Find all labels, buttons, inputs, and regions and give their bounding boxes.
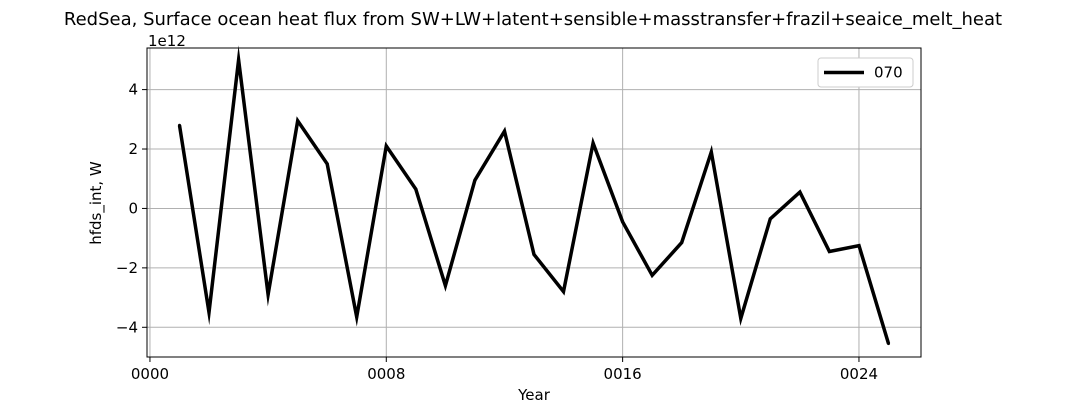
y-axis: −4 −2 0 2 4 [116,81,147,336]
data-point [178,123,181,127]
plot-area-frame [146,47,922,358]
data-point [414,187,418,191]
x-tick-label: 0016 [604,365,642,383]
data-point [296,119,300,123]
data-point [827,250,831,253]
data-point [266,293,270,297]
data-point [650,273,654,277]
data-point [473,178,477,182]
data-point [739,316,743,320]
x-tick-label: 0008 [367,365,405,383]
data-point [384,144,388,148]
chart-title: RedSea, Surface ocean heat flux from SW+… [64,9,1002,30]
x-tick-label: 0024 [840,365,878,383]
y-tick-label: −2 [116,259,138,277]
x-axis-label: Year [517,386,551,404]
x-axis: 0000 0008 0016 0024 [131,357,878,383]
data-point [443,284,447,288]
y-axis-label: hfds_int, W [87,161,106,245]
data-point [591,141,595,145]
y-axis-exponent-label: 1e12 [148,32,186,50]
x-tick-label: 0000 [131,365,169,383]
legend-box [817,57,914,88]
series-line-070 [177,45,891,345]
data-point [887,342,890,346]
data-point [207,310,211,314]
y-tick-label: 4 [128,81,138,99]
data-point [621,220,625,224]
y-tick-label: 2 [128,140,138,158]
data-point [532,253,536,256]
data-point [709,150,713,154]
data-point [237,58,241,62]
series-layer [177,45,891,346]
legend-label: 070 [874,64,903,82]
data-point [768,217,772,221]
data-point [503,129,506,133]
grid [147,48,921,357]
data-point [355,315,359,319]
data-point [325,162,329,166]
y-tick-label: −4 [116,318,138,336]
data-point [857,244,861,248]
legend: 070 [817,57,914,88]
y-tick-label: 0 [128,199,138,217]
data-point [562,290,565,294]
data-point [680,241,684,245]
data-point [798,190,802,194]
